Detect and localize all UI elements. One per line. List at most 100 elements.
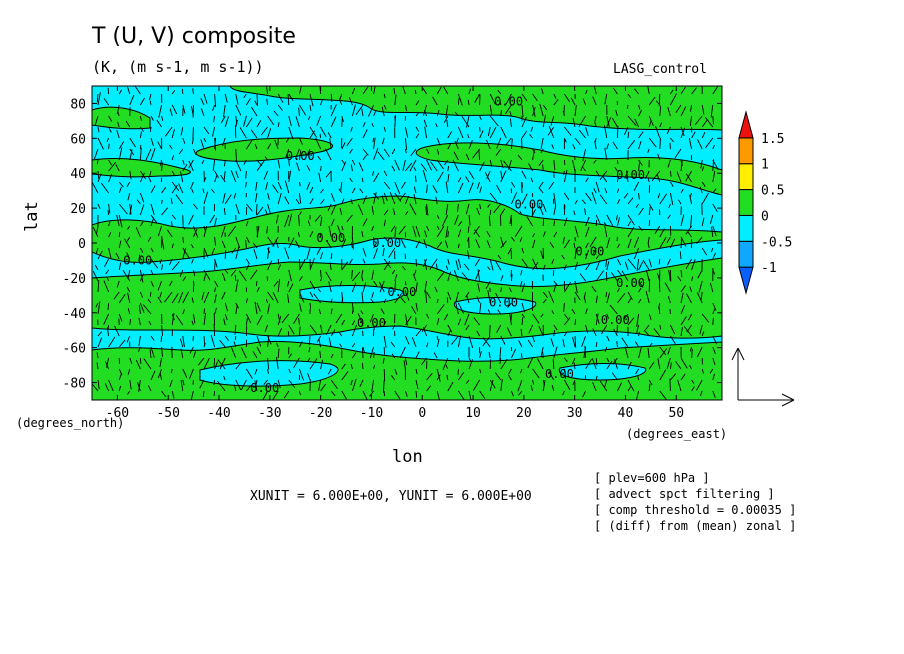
wind-vector	[235, 93, 239, 105]
wind-vector	[670, 89, 674, 95]
wind-vector	[320, 99, 323, 106]
wind-vector	[636, 313, 640, 327]
wind-vector	[409, 203, 417, 216]
wind-vector	[669, 192, 674, 205]
wind-vector	[95, 302, 99, 308]
wind-vector	[245, 236, 250, 244]
wind-vector	[330, 298, 333, 304]
positive-region-northwest	[92, 157, 191, 178]
wind-vector	[394, 292, 403, 304]
wind-vector	[648, 219, 651, 227]
wind-vector	[585, 249, 589, 260]
wind-vector	[659, 390, 668, 400]
wind-vector	[676, 171, 682, 183]
wind-vector	[488, 215, 491, 227]
wind-vector	[221, 240, 226, 249]
wind-vector	[526, 216, 533, 227]
wind-vector	[285, 148, 290, 159]
wind-vector	[497, 309, 502, 315]
wind-vector	[227, 225, 237, 237]
wind-vector	[585, 126, 589, 136]
wind-vector	[127, 225, 131, 230]
wind-vector	[114, 325, 120, 337]
wind-vector	[118, 385, 122, 392]
wind-vector	[633, 181, 640, 191]
wind-vector	[373, 137, 376, 150]
wind-vector	[553, 99, 559, 106]
wind-vector	[118, 339, 126, 348]
wind-vector	[139, 131, 142, 139]
wind-vector	[510, 192, 518, 205]
wind-vector	[330, 379, 338, 390]
wind-vector	[520, 269, 523, 276]
wind-vector	[638, 225, 643, 231]
wind-vector	[643, 324, 650, 332]
wind-vector	[224, 335, 229, 341]
wind-vector	[182, 137, 186, 144]
wind-vector	[190, 106, 194, 117]
wind-vector	[97, 170, 100, 179]
wind-vector	[548, 291, 555, 304]
contour-label: 0.00	[316, 231, 345, 245]
contour-label: 0.00	[601, 313, 630, 327]
wind-vector	[415, 100, 420, 106]
wind-vector	[404, 390, 408, 397]
wind-vector	[325, 271, 332, 282]
wind-vector	[422, 327, 428, 337]
wind-vector	[441, 214, 449, 227]
wind-vector	[564, 281, 571, 293]
wind-vector	[94, 264, 99, 271]
wind-vector	[667, 346, 671, 355]
wind-vector	[171, 170, 176, 176]
wind-vector	[390, 225, 396, 233]
wind-vector	[592, 96, 597, 106]
wind-vector	[542, 203, 547, 213]
wind-vector	[240, 347, 247, 359]
wind-vector	[108, 115, 113, 122]
wind-vector	[599, 380, 608, 392]
wind-vector	[505, 93, 512, 105]
wind-vector	[224, 250, 227, 260]
wind-vector	[214, 259, 216, 271]
wind-vector	[551, 258, 555, 264]
wind-vector	[611, 372, 618, 381]
wind-vector	[436, 171, 444, 183]
wind-vector	[421, 87, 427, 95]
wind-vector	[452, 159, 459, 172]
wind-vector	[288, 213, 293, 227]
wind-vector	[136, 199, 141, 205]
wind-vector	[182, 309, 185, 315]
wind-vector	[636, 258, 640, 272]
wind-vector	[574, 248, 577, 260]
wind-vector	[216, 380, 226, 392]
wind-vector	[712, 145, 715, 150]
wind-vector	[267, 335, 270, 348]
wind-vector	[349, 148, 353, 154]
wind-vector	[341, 363, 346, 370]
wind-vector	[362, 122, 366, 128]
wind-vector	[108, 247, 112, 259]
wind-vector	[394, 159, 400, 171]
wind-vector	[530, 177, 534, 183]
wind-vector	[464, 263, 470, 271]
wind-vector	[638, 140, 642, 150]
wind-vector	[182, 247, 191, 259]
wind-vector	[542, 114, 547, 128]
x-tick-label: -20	[309, 406, 332, 421]
wind-vector	[246, 203, 253, 212]
wind-vector	[581, 199, 586, 205]
wind-vector	[326, 240, 332, 249]
wind-vector	[479, 302, 482, 315]
wind-vector	[468, 182, 474, 194]
wind-vector	[118, 214, 123, 228]
wind-vector	[496, 184, 502, 194]
wind-vector	[330, 253, 333, 260]
wind-vector	[489, 324, 491, 337]
wind-vector	[476, 296, 481, 304]
wind-vector	[677, 276, 682, 282]
wind-vector	[161, 324, 164, 336]
wind-vector	[235, 148, 237, 162]
wind-vector	[489, 209, 492, 216]
wind-vector	[97, 203, 101, 209]
wind-vector	[383, 236, 388, 242]
